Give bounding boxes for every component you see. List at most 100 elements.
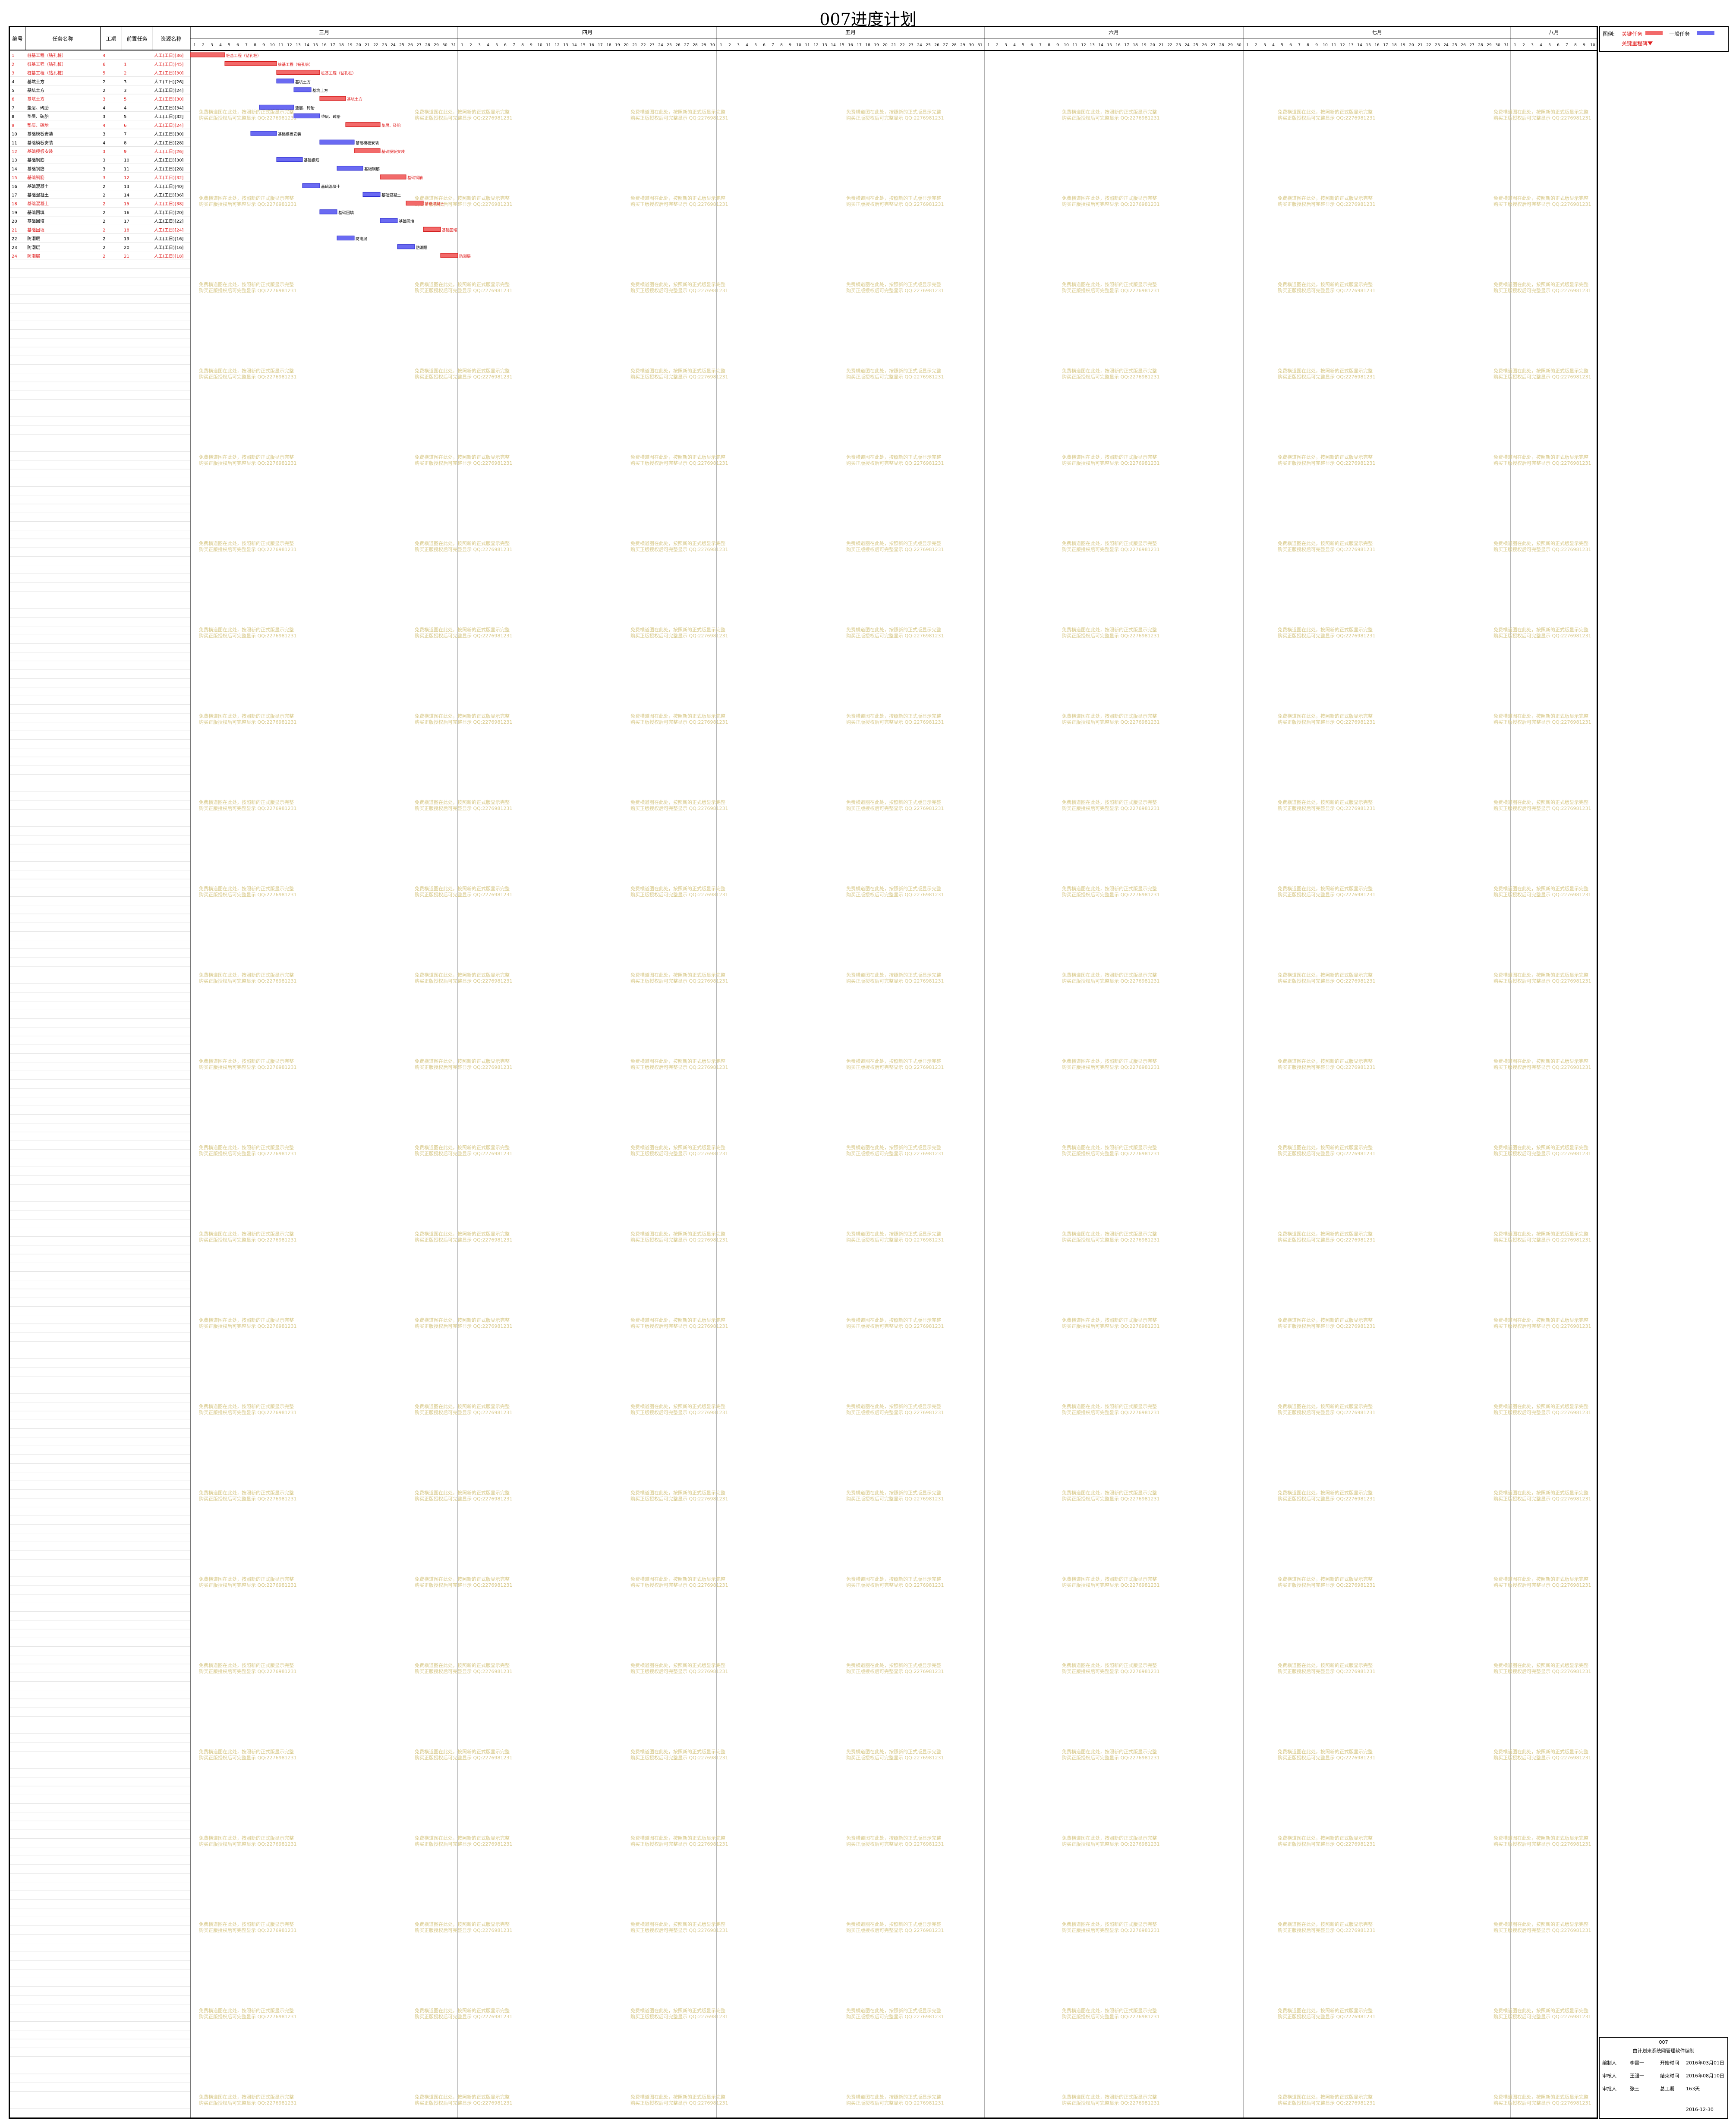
task-bar-label: 垫层、砖胎 bbox=[295, 105, 315, 110]
task-bar bbox=[250, 131, 277, 136]
watermark-text: 购买正版授权后可完整显示 QQ:2276981231 bbox=[415, 805, 513, 811]
watermark-text: 购买正版授权后可完整显示 QQ:2276981231 bbox=[1278, 719, 1376, 725]
watermark-text: 购买正版授权后可完整显示 QQ:2276981231 bbox=[846, 287, 944, 293]
watermark-text: 免费横道图在此处，按照新的正式版显示完整 bbox=[1278, 1490, 1373, 1496]
task-cell: 13 bbox=[124, 184, 129, 189]
legend-normal-label: 一般任务 bbox=[1669, 31, 1690, 37]
watermark-text: 购买正版授权后可完整显示 QQ:2276981231 bbox=[630, 2100, 728, 2106]
day-tick-label: 5 bbox=[1022, 43, 1024, 47]
watermark-text: 免费横道图在此处，按照新的正式版显示完整 bbox=[199, 1576, 294, 1582]
watermark-text: 免费横道图在此处，按照新的正式版显示完整 bbox=[199, 109, 294, 115]
day-tick-label: 15 bbox=[1107, 43, 1112, 47]
watermark-text: 免费横道图在此处，按照新的正式版显示完整 bbox=[199, 195, 294, 201]
watermark-text: 免费横道图在此处，按照新的正式版显示完整 bbox=[1062, 1576, 1157, 1582]
task-bar bbox=[319, 139, 355, 145]
task-bar-label: 基坑土方 bbox=[312, 88, 328, 93]
watermark-text: 购买正版授权后可完整显示 QQ:2276981231 bbox=[415, 1927, 513, 1933]
day-tick-label: 13 bbox=[1090, 43, 1094, 47]
day-tick-label: 6 bbox=[763, 43, 766, 47]
task-bar bbox=[337, 166, 363, 171]
day-tick-label: 14 bbox=[304, 43, 309, 47]
task-cell: 基础模板安装 bbox=[27, 148, 53, 154]
watermark-text: 免费横道图在此处，按照新的正式版显示完整 bbox=[415, 281, 510, 287]
watermark-text: 购买正版授权后可完整显示 QQ:2276981231 bbox=[415, 2014, 513, 2020]
watermark-text: 购买正版授权后可完整显示 QQ:2276981231 bbox=[1278, 1323, 1376, 1329]
day-tick-label: 14 bbox=[831, 43, 836, 47]
watermark-text: 购买正版授权后可完整显示 QQ:2276981231 bbox=[1062, 1668, 1160, 1674]
watermark-text: 购买正版授权后可完整显示 QQ:2276981231 bbox=[1493, 1755, 1591, 1761]
watermark-text: 免费横道图在此处，按照新的正式版显示完整 bbox=[846, 1144, 941, 1150]
watermark-text: 免费横道图在此处，按照新的正式版显示完整 bbox=[630, 1749, 725, 1755]
day-tick-label: 24 bbox=[1185, 43, 1190, 47]
watermark-text: 购买正版授权后可完整显示 QQ:2276981231 bbox=[1062, 1323, 1160, 1329]
watermark-text: 购买正版授权后可完整显示 QQ:2276981231 bbox=[1062, 460, 1160, 466]
day-tick-label: 30 bbox=[710, 43, 715, 47]
day-tick-label: 31 bbox=[1504, 43, 1509, 47]
watermark-text: 免费横道图在此处，按照新的正式版显示完整 bbox=[199, 368, 294, 374]
watermark-text: 购买正版授权后可完整显示 QQ:2276981231 bbox=[1493, 1150, 1591, 1156]
watermark-text: 免费横道图在此处，按照新的正式版显示完整 bbox=[1278, 972, 1373, 978]
day-tick-label: 17 bbox=[598, 43, 602, 47]
task-cell: 11 bbox=[12, 141, 17, 145]
watermark-text: 购买正版授权后可完整显示 QQ:2276981231 bbox=[1278, 2014, 1376, 2020]
day-tick-label: 1 bbox=[461, 43, 463, 47]
month-label: 四月 bbox=[582, 29, 592, 35]
watermark-text: 购买正版授权后可完整显示 QQ:2276981231 bbox=[199, 1755, 297, 1761]
watermark-text: 免费横道图在此处，按照新的正式版显示完整 bbox=[199, 1403, 294, 1409]
watermark-text: 购买正版授权后可完整显示 QQ:2276981231 bbox=[1278, 805, 1376, 811]
task-cell: 3 bbox=[103, 167, 105, 172]
task-bar bbox=[337, 235, 355, 241]
watermark-text: 免费横道图在此处，按照新的正式版显示完整 bbox=[1278, 1403, 1373, 1409]
day-tick-label: 18 bbox=[606, 43, 611, 47]
day-tick-label: 29 bbox=[960, 43, 965, 47]
task-cell: 桩基工程（钻孔桩） bbox=[27, 70, 66, 76]
day-tick-label: 9 bbox=[1315, 43, 1318, 47]
day-tick-label: 24 bbox=[1443, 43, 1449, 47]
day-tick-label: 27 bbox=[1469, 43, 1474, 47]
day-tick-label: 15 bbox=[580, 43, 585, 47]
task-cell: 17 bbox=[124, 219, 129, 224]
day-tick-label: 5 bbox=[228, 43, 230, 47]
watermark-text: 购买正版授权后可完整显示 QQ:2276981231 bbox=[1278, 374, 1376, 380]
watermark-text: 购买正版授权后可完整显示 QQ:2276981231 bbox=[1062, 1150, 1160, 1156]
task-cell: 6 bbox=[103, 62, 105, 67]
watermark-text: 购买正版授权后可完整显示 QQ:2276981231 bbox=[1062, 287, 1160, 293]
day-tick-label: 10 bbox=[1323, 43, 1328, 47]
task-cell: 人工(工日)[36] bbox=[154, 53, 183, 58]
watermark-text: 购买正版授权后可完整显示 QQ:2276981231 bbox=[630, 1582, 728, 1588]
task-bar bbox=[293, 113, 320, 119]
task-cell: 桩基工程（钻孔桩） bbox=[27, 53, 66, 58]
watermark-text: 购买正版授权后可完整显示 QQ:2276981231 bbox=[1062, 374, 1160, 380]
watermark-text: 购买正版授权后可完整显示 QQ:2276981231 bbox=[1062, 1064, 1160, 1070]
day-tick-label: 9 bbox=[262, 43, 265, 47]
watermark-text: 免费横道图在此处，按照新的正式版显示完整 bbox=[1062, 713, 1157, 719]
task-bar bbox=[190, 52, 225, 57]
task-cell: 防潮层 bbox=[27, 245, 40, 250]
day-tick-label: 10 bbox=[1064, 43, 1069, 47]
task-bar bbox=[276, 157, 303, 162]
info-header: 007 bbox=[1659, 2039, 1668, 2045]
day-tick-label: 12 bbox=[1340, 43, 1345, 47]
watermark-text: 购买正版授权后可完整显示 QQ:2276981231 bbox=[630, 1755, 728, 1761]
task-cell: 防潮层 bbox=[27, 236, 40, 242]
day-tick-label: 9 bbox=[1583, 43, 1585, 47]
watermark-text: 免费横道图在此处，按照新的正式版显示完整 bbox=[1062, 1144, 1157, 1150]
watermark-text: 购买正版授权后可完整显示 QQ:2276981231 bbox=[846, 719, 944, 725]
watermark-text: 免费横道图在此处，按照新的正式版显示完整 bbox=[199, 627, 294, 633]
day-tick-label: 6 bbox=[1030, 43, 1033, 47]
watermark-text: 免费横道图在此处，按照新的正式版显示完整 bbox=[1062, 1317, 1157, 1323]
watermark-text: 免费横道图在此处，按照新的正式版显示完整 bbox=[1493, 540, 1588, 546]
watermark-text: 购买正版授权后可完整显示 QQ:2276981231 bbox=[415, 719, 513, 725]
watermark-text: 免费横道图在此处，按照新的正式版显示完整 bbox=[1278, 1144, 1373, 1150]
watermark-text: 购买正版授权后可完整显示 QQ:2276981231 bbox=[630, 2014, 728, 2020]
watermark-text: 免费横道图在此处，按照新的正式版显示完整 bbox=[1062, 454, 1157, 460]
watermark-text: 购买正版授权后可完整显示 QQ:2276981231 bbox=[846, 1496, 944, 1502]
day-tick-label: 11 bbox=[278, 43, 283, 47]
task-bar-label: 基础回填 bbox=[442, 227, 457, 233]
day-tick-label: 31 bbox=[451, 43, 456, 47]
watermark-text: 购买正版授权后可完整显示 QQ:2276981231 bbox=[1278, 1496, 1376, 1502]
watermark-text: 购买正版授权后可完整显示 QQ:2276981231 bbox=[415, 201, 513, 207]
day-tick-label: 11 bbox=[1331, 43, 1336, 47]
watermark-text: 购买正版授权后可完整显示 QQ:2276981231 bbox=[630, 1668, 728, 1674]
watermark-text: 购买正版授权后可完整显示 QQ:2276981231 bbox=[1278, 892, 1376, 898]
